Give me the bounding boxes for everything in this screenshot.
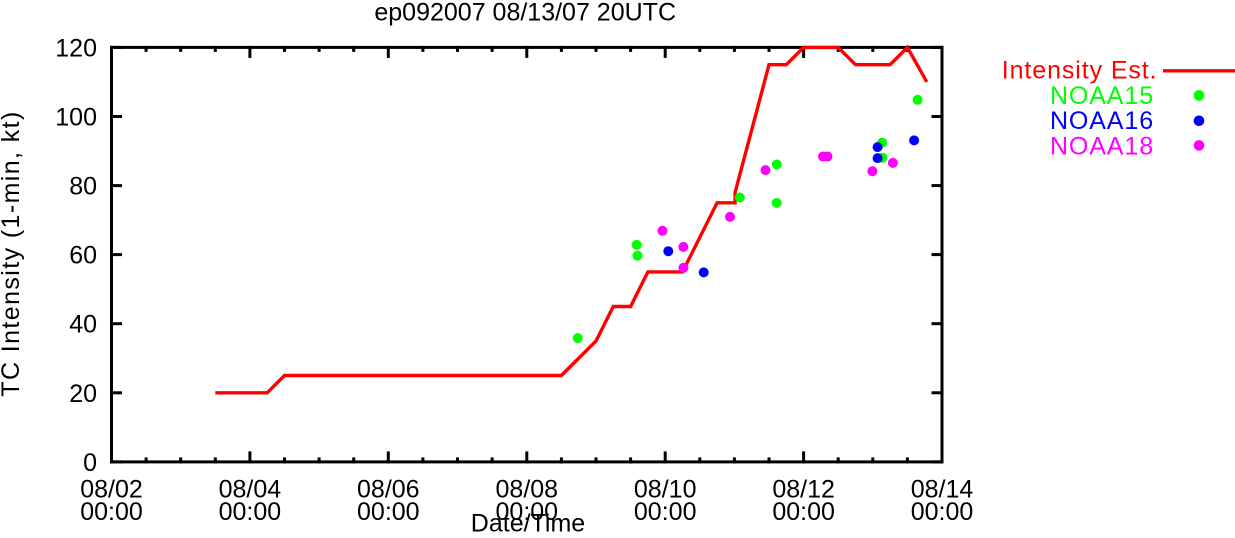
svg-text:100: 100 — [55, 104, 97, 132]
svg-text:NOAA16: NOAA16 — [1050, 107, 1154, 135]
svg-text:40: 40 — [69, 311, 97, 339]
svg-text:TC Intensity (1-min, kt): TC Intensity (1-min, kt) — [0, 110, 25, 396]
svg-text:08/02: 08/02 — [80, 476, 143, 504]
svg-text:60: 60 — [69, 242, 97, 270]
svg-text:00:00: 00:00 — [219, 498, 282, 526]
svg-text:00:00: 00:00 — [911, 498, 974, 526]
svg-text:08/06: 08/06 — [357, 476, 420, 504]
svg-text:ep092007 08/13/07 20UTC: ep092007 08/13/07 20UTC — [374, 0, 676, 26]
svg-text:120: 120 — [55, 34, 97, 62]
svg-text:20: 20 — [69, 380, 97, 408]
svg-text:0: 0 — [83, 449, 97, 477]
svg-text:00:00: 00:00 — [496, 498, 559, 526]
svg-text:Intensity Est.: Intensity Est. — [1002, 57, 1158, 85]
svg-text:80: 80 — [69, 173, 97, 201]
svg-text:08/10: 08/10 — [634, 476, 697, 504]
svg-text:08/14: 08/14 — [911, 476, 974, 504]
svg-text:Date/Time: Date/Time — [471, 510, 585, 534]
svg-text:00:00: 00:00 — [634, 498, 697, 526]
svg-text:08/08: 08/08 — [496, 476, 559, 504]
svg-text:NOAA18: NOAA18 — [1050, 133, 1154, 161]
svg-text:08/04: 08/04 — [219, 476, 282, 504]
svg-text:NOAA15: NOAA15 — [1050, 82, 1154, 110]
svg-text:00:00: 00:00 — [80, 498, 143, 526]
svg-text:00:00: 00:00 — [772, 498, 835, 526]
svg-text:00:00: 00:00 — [357, 498, 420, 526]
svg-text:08/12: 08/12 — [772, 476, 835, 504]
